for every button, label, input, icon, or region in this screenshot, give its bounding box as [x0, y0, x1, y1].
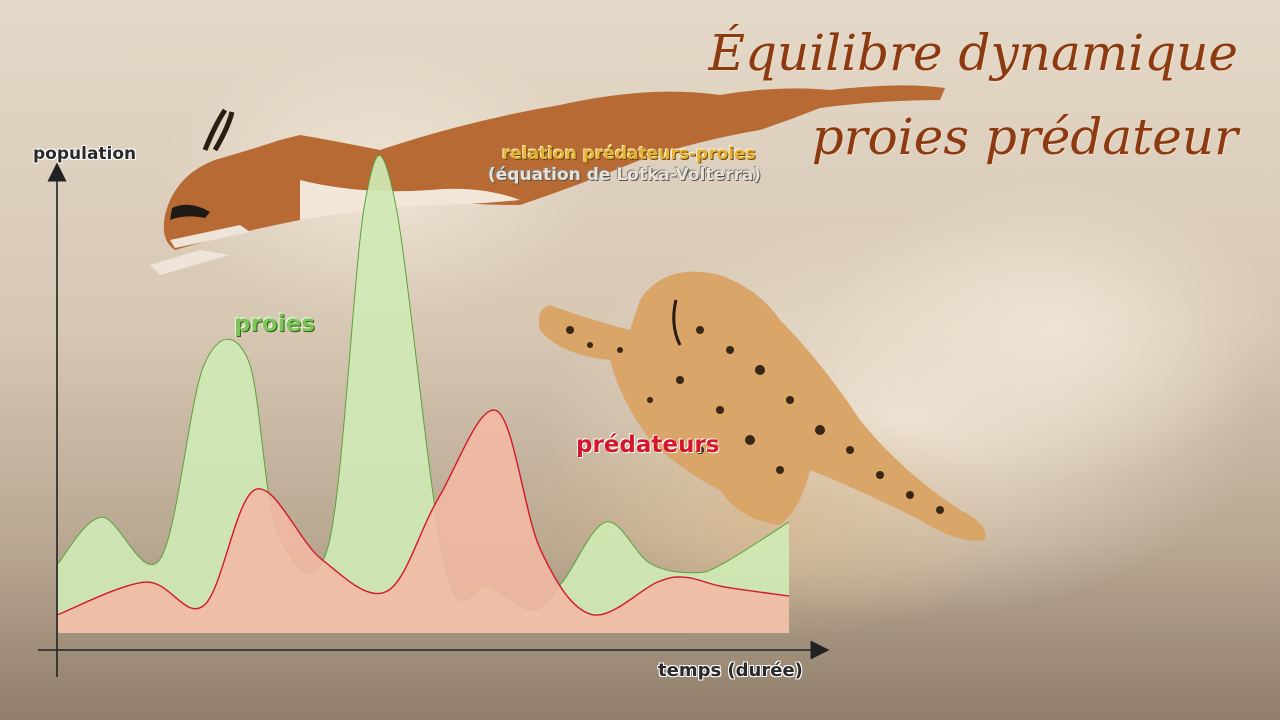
cheetah-illustration [538, 271, 986, 541]
predator-area [58, 410, 789, 633]
y-axis-label: population [33, 144, 137, 164]
prey-line [57, 155, 790, 611]
predator-line [57, 409, 790, 616]
title-line-1: Équilibre dynamique [708, 24, 1238, 82]
prey-series-label: proies [234, 311, 315, 337]
chart-subtitle-line-1: relation prédateurs-proies [502, 144, 756, 164]
chart-subtitle-line-2: (équation de Lotka-Volterra) [488, 165, 761, 185]
series-layer [57, 155, 790, 633]
predator-series-label: prédateurs [576, 432, 720, 458]
title-line-2: proies prédateur [811, 108, 1238, 166]
gazelle-illustration [150, 85, 945, 275]
x-axis-label: temps (durée) [658, 660, 803, 681]
